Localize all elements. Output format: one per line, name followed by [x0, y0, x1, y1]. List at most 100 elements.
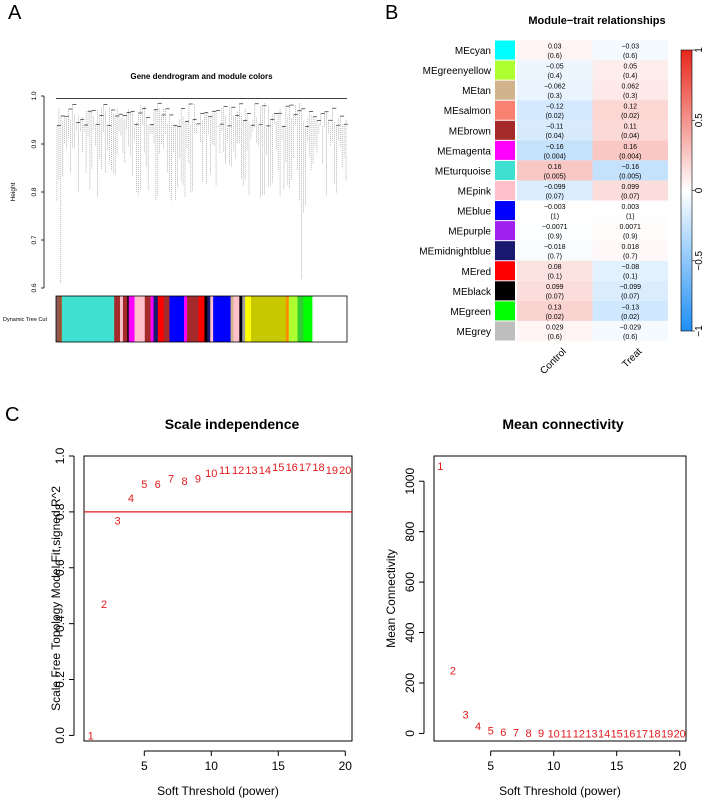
point-label: 16 — [286, 462, 298, 474]
heatmap-cell — [517, 320, 593, 341]
cell-correlation: 0.16 — [623, 144, 637, 151]
y-tick-label: 1000 — [403, 468, 417, 495]
cell-correlation: 0.13 — [548, 304, 562, 311]
color-bar-segment — [128, 296, 135, 342]
cell-correlation: 0.0071 — [620, 224, 642, 231]
cell-pvalue: (0.04) — [546, 133, 564, 140]
module-color-swatch — [495, 100, 515, 120]
module-label: MEpurple — [448, 227, 491, 238]
module-label: MEcyan — [455, 46, 491, 57]
y-axis-label: Mean Connectivity — [384, 549, 398, 648]
cell-correlation: −0.13 — [621, 304, 639, 311]
point-label: 18 — [648, 728, 660, 740]
color-bar-segment — [169, 296, 185, 342]
cell-pvalue: (0.07) — [546, 294, 564, 301]
cell-pvalue: (0.1) — [548, 274, 562, 281]
y-tick-label: 0.6 — [31, 283, 38, 292]
color-bar-label: Dynamic Tree Cut — [3, 317, 47, 323]
module-label: MEblack — [453, 287, 492, 298]
module-label: MEpink — [458, 187, 492, 198]
cell-correlation: 0.003 — [621, 204, 639, 211]
point-label: 19 — [661, 728, 673, 740]
x-tick-label: 5 — [487, 759, 494, 773]
cell-pvalue: (0.04) — [621, 133, 639, 140]
point-label: 14 — [598, 728, 610, 740]
module-color-swatch — [495, 180, 515, 201]
module-label: MEblue — [457, 207, 491, 218]
color-bar-segment — [250, 296, 287, 342]
cell-correlation: −0.0071 — [542, 224, 568, 231]
point-label: 7 — [513, 728, 519, 740]
y-tick-label: 0.6 — [53, 559, 67, 576]
cell-correlation: 0.03 — [548, 43, 562, 50]
module-label: MEgrey — [457, 327, 491, 338]
cell-pvalue: (0.02) — [621, 314, 639, 321]
cell-correlation: −0.03 — [621, 43, 639, 50]
x-tick-label: 15 — [272, 759, 286, 773]
heatmap-cell — [592, 80, 668, 101]
y-tick-label: 600 — [403, 572, 417, 592]
legend-tick-label: 1 — [694, 47, 705, 53]
module-color-swatch — [495, 160, 515, 180]
point-label: 6 — [500, 727, 506, 739]
heatmap-cell — [592, 40, 668, 61]
cell-correlation: 0.12 — [623, 104, 637, 111]
point-label: 7 — [168, 473, 174, 485]
cell-pvalue: (0.07) — [621, 193, 639, 200]
point-label: 9 — [195, 473, 201, 485]
point-label: 17 — [636, 728, 648, 740]
module-label: MEtan — [462, 86, 491, 97]
point-label: 16 — [623, 728, 635, 740]
cell-pvalue: (0.7) — [548, 254, 562, 261]
plot-title: Scale independence — [165, 416, 300, 432]
point-label: 17 — [299, 462, 311, 474]
color-bar-segment — [144, 296, 151, 342]
cell-pvalue: (0.005) — [544, 173, 566, 180]
cell-correlation: −0.099 — [544, 184, 566, 191]
color-bar-segment — [285, 296, 290, 342]
point-label: 19 — [326, 465, 338, 477]
cell-correlation: −0.05 — [546, 63, 564, 70]
point-label: 8 — [525, 728, 531, 740]
legend-tick-label: −1 — [694, 325, 705, 337]
heatmap-cell — [517, 260, 593, 281]
color-bar-segment — [120, 296, 124, 342]
module-color-swatch — [495, 221, 515, 241]
point-label: 10 — [548, 728, 560, 740]
cell-pvalue: (0.4) — [623, 73, 637, 80]
panel-label-a: A — [8, 2, 22, 24]
module-label: MEred — [462, 267, 491, 278]
column-label: Treat — [620, 346, 644, 370]
module-color-swatch — [495, 201, 515, 221]
point-label: 15 — [272, 462, 284, 474]
point-label: 10 — [205, 468, 217, 480]
cell-correlation: −0.16 — [621, 164, 639, 171]
heatmap-cell — [517, 200, 593, 221]
point-label: 5 — [141, 479, 147, 491]
cell-correlation: 0.099 — [621, 184, 639, 191]
heatmap-cell — [517, 180, 593, 201]
cell-pvalue: (0.004) — [544, 153, 566, 160]
y-tick-label: 800 — [403, 521, 417, 541]
cell-pvalue: (0.7) — [623, 254, 637, 261]
cell-pvalue: (0.07) — [621, 294, 639, 301]
cell-pvalue: (0.9) — [623, 234, 637, 241]
cell-pvalue: (0.07) — [546, 193, 564, 200]
plot-frame — [433, 455, 687, 742]
cell-pvalue: (0.4) — [548, 73, 562, 80]
y-tick-label: 0.4 — [53, 615, 67, 632]
cell-correlation: 0.018 — [621, 244, 639, 251]
cell-pvalue: (0.6) — [623, 53, 637, 60]
module-label: MEbrown — [449, 126, 491, 137]
heatmap-cell — [592, 260, 668, 281]
plot-frame — [83, 455, 353, 742]
cell-correlation: 0.099 — [546, 284, 564, 291]
scale-independence-plot: Scale independence Soft Threshold (power)… — [49, 416, 353, 798]
cell-pvalue: (1) — [550, 213, 559, 220]
heatmap-cell — [517, 40, 593, 61]
color-bar-segment — [61, 296, 115, 342]
color-bar-segment — [288, 296, 298, 342]
cell-correlation: −0.099 — [619, 284, 641, 291]
mean-connectivity-plot: Mean connectivity Soft Threshold (power) M… — [384, 416, 687, 798]
heatmap-cell — [592, 320, 668, 341]
